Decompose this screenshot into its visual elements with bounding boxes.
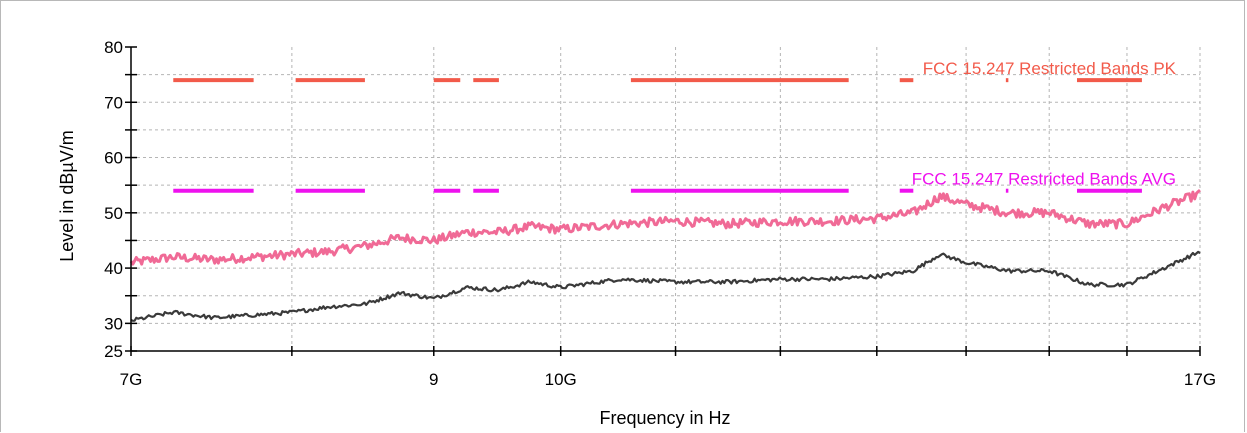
y-tick-label: 70 xyxy=(104,93,123,112)
x-tick-label: 17G xyxy=(1184,370,1216,389)
limit-label: FCC 15.247 Restricted Bands AVG xyxy=(912,170,1176,189)
x-tick-label: 9 xyxy=(429,370,438,389)
y-tick-label: 60 xyxy=(104,149,123,168)
y-tick-label: 80 xyxy=(104,38,123,57)
labels: Level in dBµV/m Frequency in Hz xyxy=(57,130,731,428)
y-tick-label: 40 xyxy=(104,259,123,278)
limit-lines: FCC 15.247 Restricted Bands PK FCC 15.247… xyxy=(173,59,1177,193)
y-axis-title: Level in dBµV/m xyxy=(57,130,77,261)
grid xyxy=(131,47,1201,351)
y-tick-label: 30 xyxy=(104,314,123,333)
axes: 80 70 60 50 40 30 25 7G 9 10G 17G xyxy=(104,38,1216,389)
trace-average xyxy=(130,250,1201,322)
x-axis-title: Frequency in Hz xyxy=(599,408,730,428)
y-tick-label: 25 xyxy=(104,342,123,361)
x-tick-label: 10G xyxy=(545,370,577,389)
trace-peak xyxy=(129,188,1201,266)
y-tick-label: 50 xyxy=(104,204,123,223)
limit-label: FCC 15.247 Restricted Bands PK xyxy=(923,59,1177,78)
measurement-traces xyxy=(129,188,1201,322)
x-tick-label: 7G xyxy=(120,370,143,389)
